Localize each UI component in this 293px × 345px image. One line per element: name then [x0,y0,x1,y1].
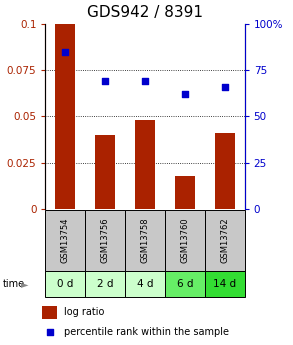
Point [183,91,187,97]
Bar [95,135,115,209]
Bar [205,210,245,271]
Text: time: time [3,279,25,289]
Bar [215,133,235,209]
Bar [55,24,75,209]
Bar [125,271,165,297]
Text: 4 d: 4 d [137,279,153,289]
Text: 2 d: 2 d [97,279,113,289]
Bar [42,306,57,318]
Bar [165,210,205,271]
Point [63,49,68,55]
Text: GSM13758: GSM13758 [141,218,149,264]
Text: GSM13754: GSM13754 [61,218,70,263]
Point [103,79,108,84]
Point [143,79,147,84]
Bar [85,271,125,297]
Text: percentile rank within the sample: percentile rank within the sample [64,327,229,337]
Text: 0 d: 0 d [57,279,74,289]
Bar [85,210,125,271]
Text: GSM13760: GSM13760 [180,218,189,264]
Bar [165,271,205,297]
Bar [45,210,85,271]
Text: ►: ► [21,279,29,289]
Text: 6 d: 6 d [177,279,193,289]
Point [222,84,227,90]
Text: GSM13756: GSM13756 [101,218,110,264]
Text: GSM13762: GSM13762 [220,218,229,264]
Bar [45,271,85,297]
Title: GDS942 / 8391: GDS942 / 8391 [87,5,203,20]
Bar [135,120,155,209]
Bar [175,176,195,209]
Bar [125,210,165,271]
Point [47,330,52,335]
Bar [205,271,245,297]
Text: 14 d: 14 d [213,279,236,289]
Text: log ratio: log ratio [64,307,104,317]
